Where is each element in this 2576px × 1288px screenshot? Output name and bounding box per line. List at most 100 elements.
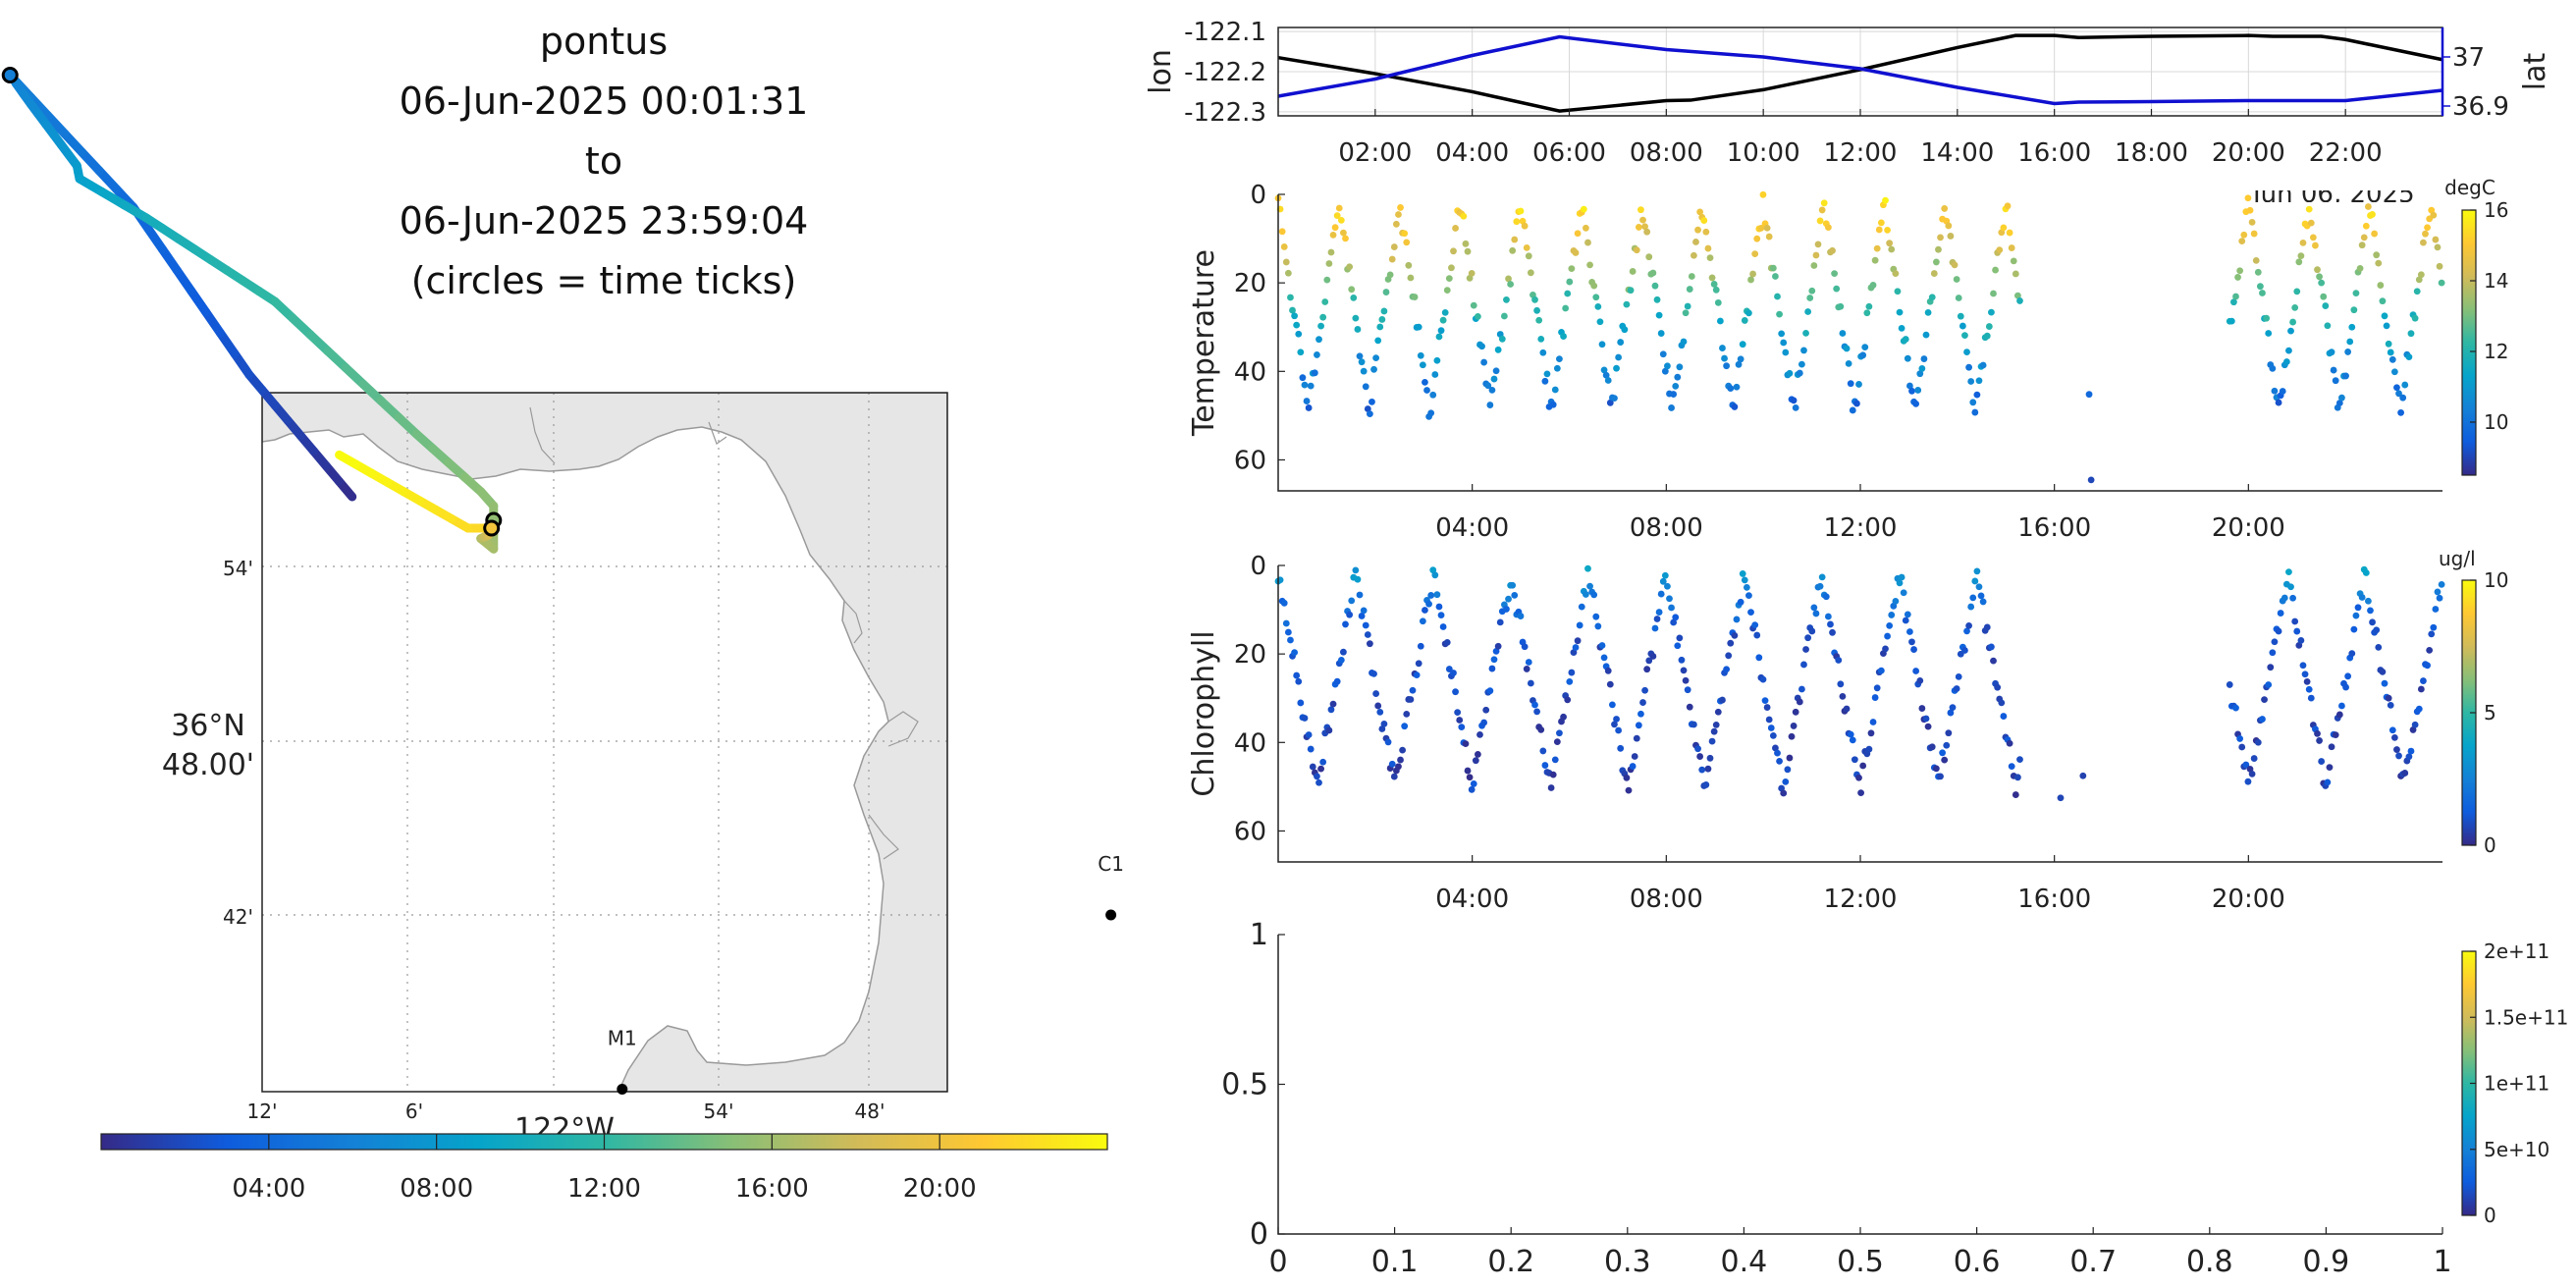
data-point: [2269, 649, 2277, 657]
temperature-colorbar-tick-3: 16: [2484, 198, 2508, 222]
data-point: [1892, 270, 1900, 278]
data-point: [1505, 595, 1512, 603]
data-point: [1627, 287, 1635, 295]
data-point: [2350, 625, 2358, 633]
data-point: [1590, 282, 1598, 290]
data-point: [1452, 225, 1459, 232]
lon-lat-x-tick-4: 10:00: [1727, 138, 1800, 168]
data-point: [1596, 318, 1604, 326]
data-point: [1352, 566, 1360, 574]
data-point: [1884, 226, 1891, 234]
data-point: [1949, 704, 1957, 712]
data-point: [1525, 252, 1532, 260]
data-point: [1521, 222, 1529, 230]
data-point: [1847, 730, 1854, 738]
data-point: [1480, 719, 1488, 726]
data-point: [1556, 355, 1563, 363]
data-point: [2348, 650, 2356, 657]
data-point: [2287, 327, 2294, 335]
data-point: [1668, 404, 1675, 411]
data-point: [1975, 377, 1983, 385]
data-point: [2385, 340, 2392, 348]
data-point: [2285, 347, 2292, 354]
data-point: [2344, 672, 2352, 680]
data-point: [1340, 648, 1347, 656]
empty-x-tick-2: 0.2: [1487, 1245, 1534, 1279]
title-line-start: 06-Jun-2025 00:01:31: [399, 80, 809, 123]
data-point: [1525, 659, 1532, 666]
data-point: [2428, 206, 2436, 214]
data-point: [1712, 286, 1720, 294]
data-point: [1979, 598, 1987, 606]
data-point: [1580, 205, 1587, 213]
lat-tick-1: 37: [2452, 43, 2485, 73]
data-point: [1894, 288, 1902, 295]
data-point: [1395, 763, 1402, 771]
data-point: [1602, 371, 1610, 379]
data-point: [1537, 725, 1545, 733]
data-point: [1456, 717, 1464, 724]
data-point: [2289, 594, 2296, 602]
data-point: [1818, 573, 1826, 581]
data-point: [1427, 592, 1435, 599]
data-point: [1445, 275, 1453, 283]
empty-x-tick-5: 0.5: [1837, 1245, 1884, 1279]
data-point: [2432, 236, 2440, 243]
data-point: [1337, 656, 1345, 664]
data-point: [2393, 746, 2400, 753]
data-point: [1953, 276, 1960, 283]
data-point: [1694, 745, 1701, 753]
empty-x-tick-7: 0.7: [2069, 1245, 2117, 1279]
data-point: [1800, 661, 1807, 669]
map-river-2: [708, 421, 727, 445]
map-x-tick-1: 6': [405, 1100, 423, 1123]
data-point: [1549, 771, 1557, 778]
data-point: [1985, 323, 1993, 330]
data-point: [1307, 745, 1315, 753]
empty-x-tick-10: 1: [2433, 1245, 2451, 1279]
data-point: [1710, 727, 1718, 735]
data-point: [2409, 726, 2417, 733]
data-point: [1521, 643, 1529, 651]
data-point: [2375, 643, 2383, 651]
data-point: [1568, 265, 1576, 273]
temperature-x-tick-1: 08:00: [1630, 513, 1703, 543]
data-point: [1553, 364, 1561, 372]
chlorophyll-x-tick-2: 12:00: [1824, 885, 1898, 914]
data-point: [2265, 330, 2273, 337]
data-point: [1859, 762, 1867, 770]
data-point: [1988, 643, 1995, 651]
data-point: [2267, 664, 2275, 671]
data-point: [1992, 266, 1999, 274]
data-point: [1635, 722, 1642, 729]
data-point: [1505, 275, 1512, 283]
data-point: [2369, 211, 2376, 218]
data-point: [1335, 204, 1343, 212]
data-point: [1458, 724, 1466, 731]
data-point: [2281, 594, 2288, 602]
data-point: [1988, 308, 1995, 316]
data-point: [1633, 246, 1640, 254]
data-point: [1924, 723, 1932, 730]
data-point: [1564, 696, 1572, 704]
data-point: [1397, 204, 1404, 211]
data-point: [1990, 290, 1997, 297]
data-point: [2305, 205, 2313, 213]
chlorophyll-colorbar-tick-0: 0: [2484, 833, 2496, 857]
data-point: [2236, 267, 2244, 275]
data-point: [1476, 730, 1483, 738]
data-point: [1364, 405, 1371, 412]
data-point: [1672, 614, 1680, 621]
data-point: [1690, 721, 1697, 728]
data-point: [1366, 640, 1373, 648]
data-point: [1531, 295, 1538, 303]
temperature-y-tick-2: 40: [1234, 357, 1266, 387]
data-point: [1319, 313, 1327, 321]
empty-x-tick-9: 0.9: [2303, 1245, 2350, 1279]
station-label-1: C1: [1098, 852, 1124, 876]
data-point: [1863, 309, 1871, 317]
data-point: [1399, 746, 1407, 754]
data-point: [1869, 719, 1877, 725]
data-point: [1737, 598, 1744, 606]
